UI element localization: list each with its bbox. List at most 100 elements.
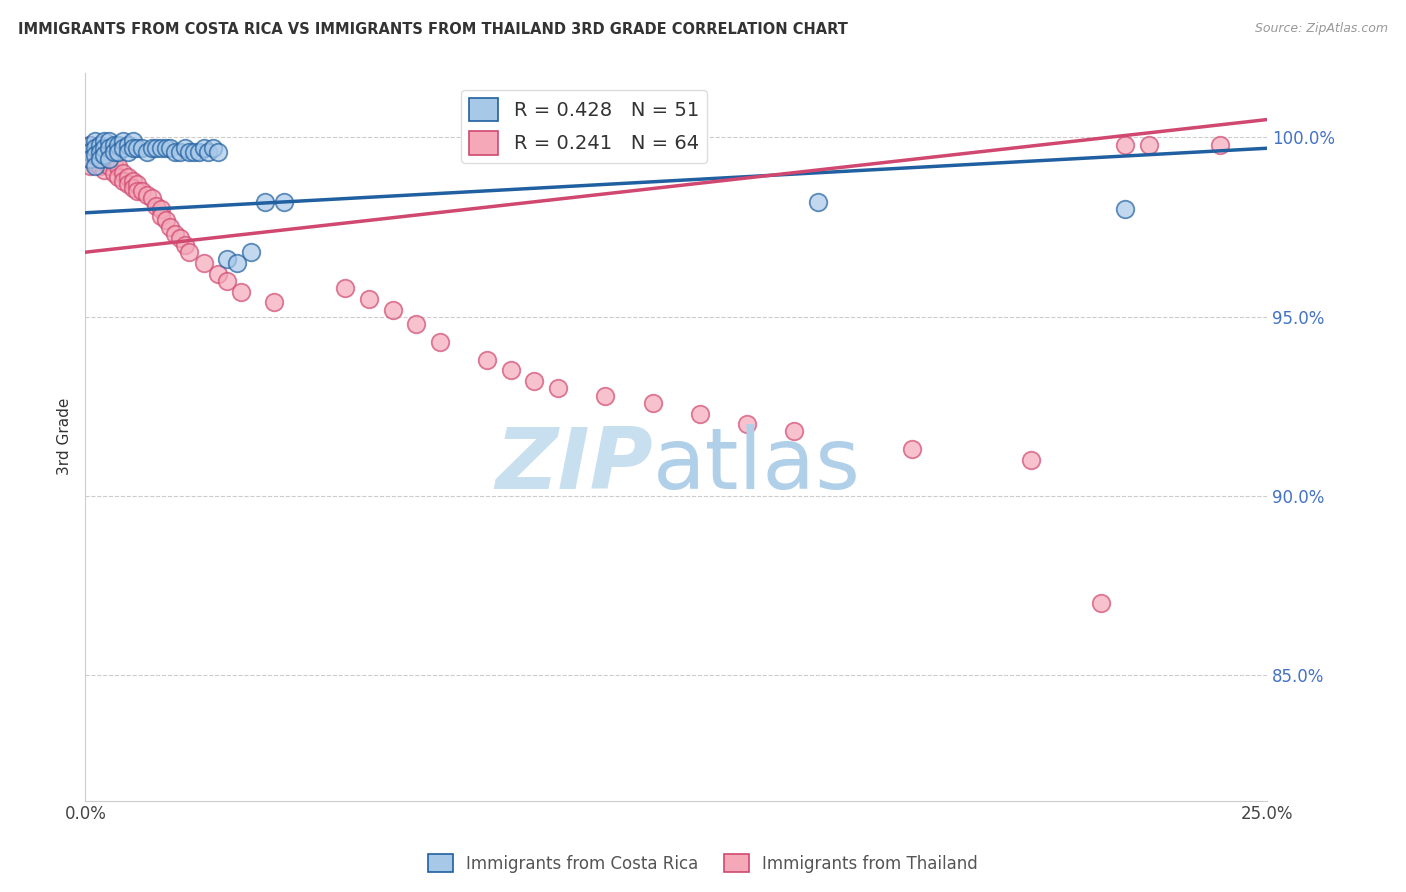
Point (263, 295, 285, 310)
Point (93, 162, 115, 177)
Point (429, 334, 451, 349)
Point (1114, 137, 1136, 152)
Point (135, 187, 157, 202)
Point (89, 137, 111, 152)
Point (155, 141, 177, 155)
Point (117, 137, 139, 152)
Point (79, 137, 101, 152)
Text: IMMIGRANTS FROM COSTA RICA VS IMMIGRANTS FROM THAILAND 3RD GRADE CORRELATION CHA: IMMIGRANTS FROM COSTA RICA VS IMMIGRANTS… (18, 22, 848, 37)
Point (169, 145, 191, 159)
Point (83, 134, 105, 148)
Point (107, 145, 129, 159)
Point (169, 231, 191, 245)
Point (131, 141, 153, 155)
Point (231, 285, 253, 299)
Point (335, 281, 357, 295)
Point (150, 210, 173, 224)
Point (93, 148, 115, 162)
Point (523, 374, 546, 388)
Y-axis label: 3rd Grade: 3rd Grade (58, 398, 72, 475)
Point (145, 198, 167, 212)
Point (225, 256, 247, 270)
Point (201, 141, 224, 155)
Point (901, 442, 924, 457)
Point (179, 245, 201, 260)
Point (193, 141, 215, 155)
Point (593, 388, 616, 402)
Point (405, 317, 427, 331)
Point (207, 145, 229, 159)
Point (499, 363, 522, 377)
Point (117, 169, 139, 184)
Point (187, 145, 209, 159)
Point (107, 159, 129, 173)
Point (93, 141, 115, 155)
Point (103, 137, 125, 152)
Point (547, 381, 569, 395)
Point (641, 396, 664, 410)
Point (79, 137, 101, 152)
Point (165, 227, 187, 242)
Point (141, 141, 163, 155)
Point (357, 292, 380, 306)
Point (112, 166, 135, 180)
Point (807, 194, 830, 209)
Point (127, 177, 149, 191)
Point (121, 180, 143, 194)
Point (98, 159, 121, 173)
Point (112, 134, 135, 148)
Text: Source: ZipAtlas.com: Source: ZipAtlas.com (1254, 22, 1388, 36)
Point (103, 166, 125, 180)
Point (150, 141, 173, 155)
Legend: Immigrants from Costa Rica, Immigrants from Thailand: Immigrants from Costa Rica, Immigrants f… (422, 847, 984, 880)
Point (117, 145, 139, 159)
Point (98, 134, 121, 148)
Point (1208, 137, 1230, 152)
Point (89, 145, 111, 159)
Point (1090, 597, 1112, 611)
Point (83, 155, 105, 169)
Point (239, 245, 262, 260)
Point (689, 407, 711, 421)
Point (475, 352, 498, 367)
Point (79, 145, 101, 159)
Point (159, 220, 181, 235)
Legend: R = 0.428   N = 51, R = 0.241   N = 64: R = 0.428 N = 51, R = 0.241 N = 64 (461, 90, 707, 162)
Point (121, 134, 143, 148)
Point (127, 141, 149, 155)
Point (79, 159, 101, 173)
Point (79, 152, 101, 166)
Point (89, 152, 111, 166)
Point (159, 141, 181, 155)
Point (103, 145, 125, 159)
Point (83, 141, 105, 155)
Point (381, 302, 404, 317)
Point (1137, 137, 1160, 152)
Point (83, 141, 105, 155)
Point (79, 152, 101, 166)
Point (83, 148, 105, 162)
Point (83, 148, 105, 162)
Point (121, 173, 143, 187)
Point (273, 194, 295, 209)
Point (165, 145, 187, 159)
Text: atlas: atlas (652, 425, 860, 508)
Point (193, 256, 215, 270)
Point (131, 184, 153, 198)
Point (183, 145, 205, 159)
Point (83, 159, 105, 173)
Point (253, 194, 276, 209)
Point (112, 141, 135, 155)
Point (173, 141, 195, 155)
Point (98, 152, 121, 166)
Point (735, 417, 758, 432)
Point (117, 177, 139, 191)
Point (127, 184, 149, 198)
Point (93, 134, 115, 148)
Point (89, 145, 111, 159)
Point (150, 202, 173, 217)
Point (207, 267, 229, 281)
Point (89, 159, 111, 173)
Point (197, 145, 219, 159)
Point (217, 252, 239, 267)
